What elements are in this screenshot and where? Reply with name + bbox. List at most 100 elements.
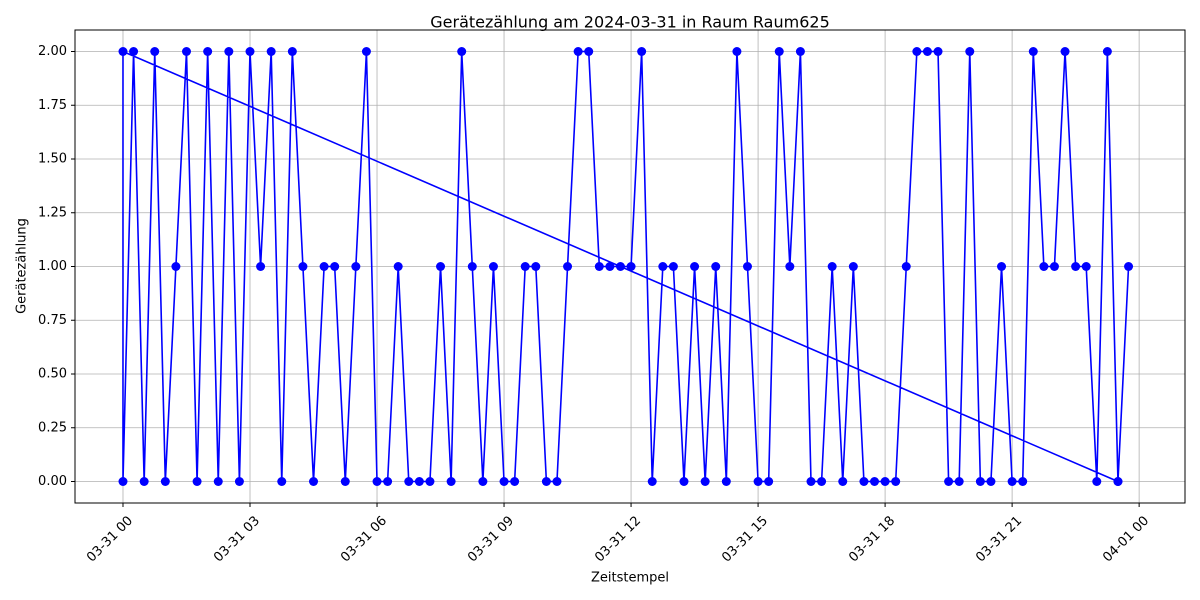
point (1081, 262, 1091, 271)
point (150, 47, 160, 56)
point (213, 477, 223, 486)
point (700, 477, 710, 486)
point (975, 477, 985, 486)
point (785, 262, 795, 271)
point (605, 262, 615, 271)
point (457, 47, 467, 56)
point (309, 477, 319, 486)
point (425, 477, 435, 486)
point (764, 477, 774, 486)
point (393, 262, 403, 271)
point (1018, 477, 1028, 486)
y-tick-label: 0.75 (38, 313, 67, 328)
point (922, 47, 932, 56)
point (319, 262, 329, 271)
point (139, 477, 149, 486)
point (298, 262, 308, 271)
point (933, 47, 943, 56)
y-tick-label: 1.75 (38, 98, 67, 113)
point (478, 477, 488, 486)
y-tick-label: 1.25 (38, 205, 67, 220)
point (287, 47, 297, 56)
point (880, 477, 890, 486)
point (615, 262, 625, 271)
point (626, 262, 636, 271)
point (372, 477, 382, 486)
y-tick-label: 0.25 (38, 420, 67, 435)
point (637, 47, 647, 56)
point (912, 47, 922, 56)
point (795, 47, 805, 56)
point (361, 47, 371, 56)
point (160, 477, 170, 486)
point (1092, 477, 1102, 486)
y-axis-label: Gerätezählung (15, 218, 30, 314)
point (1113, 477, 1123, 486)
x-tick-label: 03-31 12 (592, 513, 644, 565)
y-tick-label: 2.00 (38, 44, 67, 59)
point (838, 477, 848, 486)
point (690, 262, 700, 271)
point (520, 262, 530, 271)
point (806, 477, 816, 486)
point (488, 262, 498, 271)
x-tick-label: 04-01 00 (1100, 513, 1152, 565)
point (1039, 262, 1049, 271)
point (647, 477, 657, 486)
point (594, 262, 604, 271)
point (171, 262, 181, 271)
point (711, 262, 721, 271)
point (510, 477, 520, 486)
point (1060, 47, 1070, 56)
point (266, 47, 276, 56)
y-tick-label: 1.50 (38, 152, 67, 167)
x-tick-label: 03-31 06 (338, 513, 390, 565)
chart-title: Gerätezählung am 2024-03-31 in Raum Raum… (430, 13, 830, 32)
point (118, 477, 128, 486)
point (436, 262, 446, 271)
point (330, 262, 340, 271)
point (467, 262, 477, 271)
point (732, 47, 742, 56)
point (224, 47, 234, 56)
point (1028, 47, 1038, 56)
point (997, 262, 1007, 271)
point (986, 477, 996, 486)
point (446, 477, 456, 486)
point (129, 47, 139, 56)
x-tick-label: 03-31 15 (719, 513, 771, 565)
point (552, 477, 562, 486)
point (742, 262, 752, 271)
point (721, 477, 731, 486)
point (870, 477, 880, 486)
point (277, 477, 287, 486)
point (668, 262, 678, 271)
x-tick-label: 03-31 21 (973, 513, 1025, 565)
point (1007, 477, 1017, 486)
point (404, 477, 414, 486)
point (573, 47, 583, 56)
point (891, 477, 901, 486)
point (499, 477, 509, 486)
point (234, 477, 244, 486)
point (118, 47, 128, 56)
point (563, 262, 573, 271)
point (859, 477, 869, 486)
x-axis-label: Zeitstempel (591, 571, 669, 586)
point (1049, 262, 1059, 271)
point (827, 262, 837, 271)
point (340, 477, 350, 486)
point (245, 47, 255, 56)
point (383, 477, 393, 486)
x-tick-label: 03-31 03 (211, 513, 263, 565)
point (848, 262, 858, 271)
y-tick-label: 0.50 (38, 367, 67, 382)
point (1102, 47, 1112, 56)
point (774, 47, 784, 56)
point (531, 262, 541, 271)
point (256, 262, 266, 271)
point (679, 477, 689, 486)
y-tick-label: 0.00 (38, 474, 67, 489)
point (192, 477, 202, 486)
